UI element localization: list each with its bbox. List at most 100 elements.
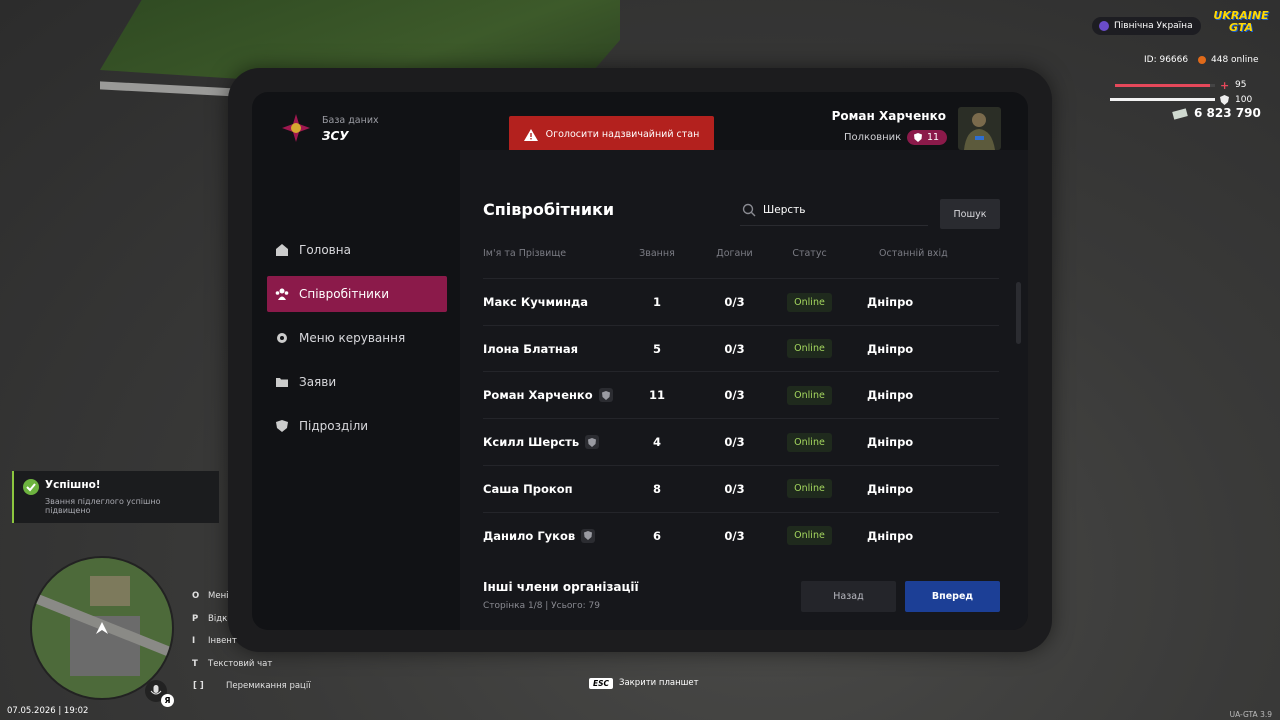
table-row[interactable]: Ілона Блатная 5 0/3 Online Дніпро bbox=[483, 324, 999, 372]
nav-item[interactable]: Заяви bbox=[267, 364, 447, 400]
employee-last-login: Дніпро bbox=[867, 435, 914, 450]
logo-top: UKRAINE bbox=[1213, 9, 1269, 22]
keybind-label: Інвент bbox=[208, 636, 237, 646]
next-button[interactable]: Вперед bbox=[905, 581, 1000, 612]
nav-icon bbox=[275, 288, 289, 300]
keybind-key: O bbox=[192, 591, 200, 601]
column-header: Догани bbox=[716, 248, 753, 259]
employee-last-login: Дніпро bbox=[867, 528, 914, 543]
search-button[interactable]: Пошук bbox=[940, 199, 1000, 229]
health-bar bbox=[1115, 84, 1210, 87]
cell-status: Online bbox=[782, 372, 837, 418]
table-row[interactable]: Роман Харченко 11 0/3 Online Дніпро bbox=[483, 371, 999, 418]
keybind-label: Відк bbox=[208, 613, 228, 624]
sidebar-nav: Головна Співробітники Меню керування Заяви П… bbox=[252, 232, 460, 492]
employee-status: Online bbox=[787, 385, 832, 405]
user-rank: Полковник bbox=[844, 132, 902, 143]
logo-bottom: GTA bbox=[1229, 21, 1253, 34]
badge-icon bbox=[584, 531, 593, 540]
region-icon bbox=[1099, 21, 1109, 31]
back-button[interactable]: Назад bbox=[801, 581, 896, 612]
cell-last-login: Дніпро bbox=[867, 326, 987, 372]
keybind-key: [ ] bbox=[193, 681, 204, 691]
nav-icon bbox=[276, 420, 288, 432]
nav-label: Підрозділи bbox=[299, 419, 369, 433]
leader-badge bbox=[585, 435, 600, 450]
employee-rank: 6 bbox=[652, 528, 661, 543]
cell-last-login: Дніпро bbox=[867, 466, 987, 512]
employee-last-login: Дніпро bbox=[867, 341, 914, 356]
emergency-label: Оголосити надзвичайний стан bbox=[545, 129, 700, 140]
warning-icon bbox=[523, 128, 538, 141]
table-row[interactable]: Макс Кучминда 1 0/3 Online Дніпро bbox=[483, 278, 999, 325]
tablet-screen: База даних ЗСУ Оголосити надзвичайний ст… bbox=[252, 92, 1028, 630]
online-count: 448 online bbox=[1211, 55, 1259, 65]
cell-rank: 8 bbox=[632, 466, 682, 512]
employee-reprimands: 0/3 bbox=[724, 295, 745, 309]
nav-icon bbox=[276, 378, 288, 387]
cell-reprimands: 0/3 bbox=[707, 466, 762, 512]
health-value: 95 bbox=[1235, 80, 1247, 90]
nav-item[interactable]: Меню керування bbox=[267, 320, 447, 356]
keybind-key: T bbox=[192, 658, 198, 669]
nav-item[interactable]: Підрозділи bbox=[267, 408, 447, 444]
region-pill: Північна Україна bbox=[1092, 17, 1201, 35]
nav-item[interactable]: Головна bbox=[267, 232, 447, 268]
cell-name: Саша Прокоп bbox=[483, 466, 633, 512]
money-icon bbox=[1172, 108, 1188, 120]
server-logo: UKRAINE GTA bbox=[1212, 10, 1270, 34]
column-header: Статус bbox=[792, 248, 827, 259]
employee-rank: 5 bbox=[652, 341, 661, 356]
cell-reprimands: 0/3 bbox=[707, 326, 762, 372]
footer-title: Інші члени організації bbox=[483, 580, 639, 594]
armor-value: 100 bbox=[1235, 95, 1253, 105]
level-pill: 11 bbox=[907, 130, 948, 145]
keybind-label: Текстовий чат bbox=[208, 658, 273, 669]
emergency-button[interactable]: Оголосити надзвичайний стан bbox=[509, 116, 714, 153]
search-value: Шерсть bbox=[763, 204, 806, 216]
cell-last-login: Дніпро bbox=[867, 513, 987, 559]
scrollbar bbox=[1016, 282, 1021, 344]
employee-reprimands: 0/3 bbox=[724, 341, 745, 356]
nav-label: Меню керування bbox=[299, 331, 406, 345]
table-row[interactable]: Данило Гуков 6 0/3 Online Дніпро bbox=[483, 511, 999, 559]
employee-reprimands: 0/3 bbox=[724, 528, 745, 543]
employee-rank: 4 bbox=[652, 435, 661, 450]
badge-icon bbox=[601, 390, 610, 400]
level-icon bbox=[914, 133, 922, 142]
mic-key: Я bbox=[161, 694, 174, 707]
keybind-key: I bbox=[192, 636, 196, 646]
nav-item[interactable]: Співробітники bbox=[267, 276, 447, 312]
employee-name: Ілона Блатная bbox=[483, 341, 579, 356]
nav-label: Головна bbox=[299, 243, 351, 257]
cell-status: Online bbox=[782, 279, 837, 325]
keybind-key: P bbox=[192, 613, 199, 624]
table-row[interactable]: Саша Прокоп 8 0/3 Online Дніпро bbox=[483, 464, 999, 512]
keybind-label: Перемикання рації bbox=[226, 681, 311, 691]
leader-badge bbox=[598, 388, 613, 403]
avatar-image bbox=[964, 113, 995, 150]
nav-icon bbox=[277, 333, 287, 343]
cell-last-login: Дніпро bbox=[867, 372, 987, 418]
cell-name: Данило Гуков bbox=[483, 513, 633, 559]
employee-name: Макс Кучминда bbox=[483, 295, 589, 309]
cell-name: Ілона Блатная bbox=[483, 326, 633, 372]
mic-icon bbox=[150, 685, 162, 695]
table-row[interactable]: Ксилл Шерсть 4 0/3 Online Дніпро bbox=[483, 418, 999, 465]
nav-label: Заяви bbox=[299, 375, 337, 389]
esc-label: Закрити планшет bbox=[619, 678, 699, 688]
employee-status: Online bbox=[787, 526, 832, 545]
employee-status: Online bbox=[787, 432, 832, 452]
region: Північна Україна bbox=[1114, 21, 1193, 31]
cell-status: Online bbox=[782, 326, 837, 372]
search-field[interactable]: Шерсть bbox=[740, 199, 928, 226]
cell-rank: 11 bbox=[632, 372, 682, 418]
badge-icon bbox=[588, 437, 597, 447]
user-name: Роман Харченко bbox=[831, 109, 946, 123]
search-icon bbox=[742, 203, 756, 217]
employee-status: Online bbox=[787, 479, 832, 499]
minimap bbox=[30, 556, 174, 700]
emblem bbox=[282, 114, 310, 142]
